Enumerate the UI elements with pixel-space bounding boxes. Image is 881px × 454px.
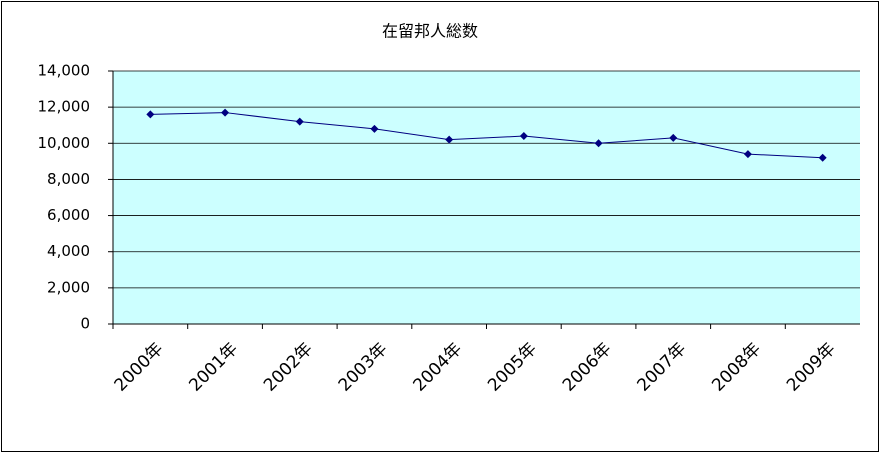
marker [445, 135, 454, 144]
line-series [150, 112, 823, 159]
marker [669, 133, 678, 142]
y-tick-label: 12,000 [38, 98, 91, 116]
y-tick-label: 4,000 [47, 242, 90, 260]
marker [818, 153, 827, 162]
plot-area [113, 71, 860, 324]
y-tick-label: 10,000 [38, 134, 91, 152]
marker [519, 132, 528, 141]
y-tick-label: 8,000 [47, 170, 90, 188]
marker [221, 108, 230, 117]
marker [594, 139, 603, 148]
y-tick-label: 6,000 [47, 206, 90, 224]
marker [370, 124, 379, 133]
y-tick-label: 0 [80, 315, 90, 333]
marker [146, 110, 155, 119]
chart-title: 在留邦人総数 [382, 22, 478, 41]
y-tick-label: 14,000 [38, 62, 91, 80]
marker [743, 150, 752, 159]
marker [295, 117, 304, 126]
y-tick-label: 2,000 [47, 278, 90, 296]
